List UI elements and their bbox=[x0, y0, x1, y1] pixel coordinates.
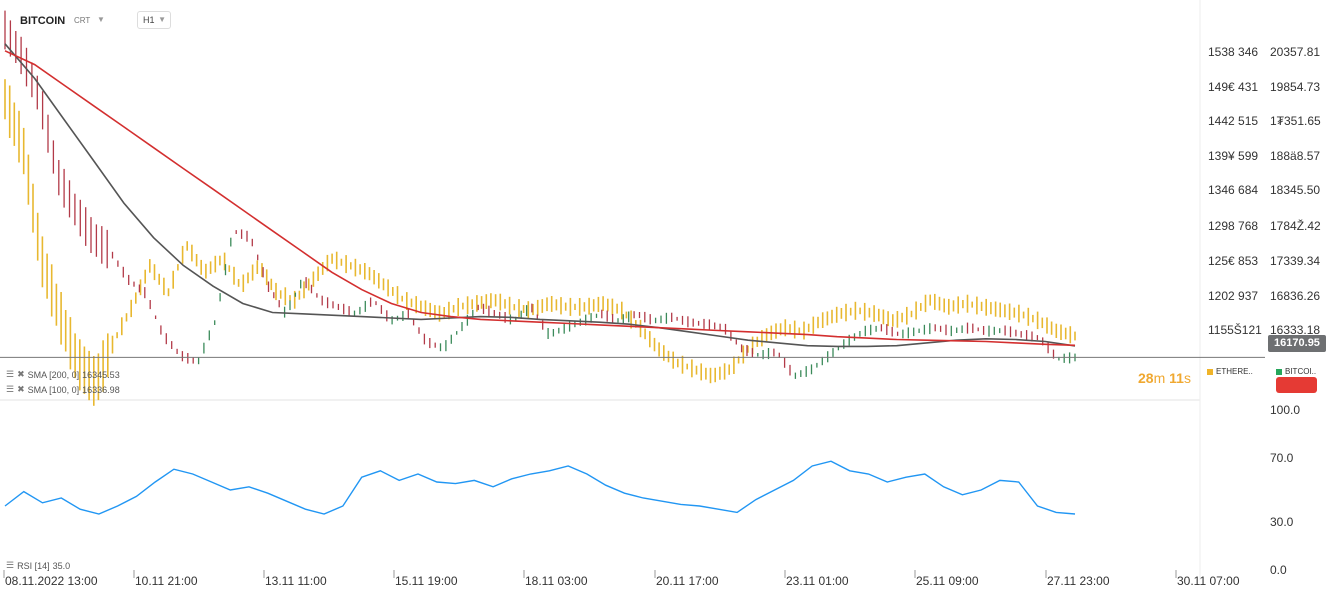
y-right-tick-label: 17339.34 bbox=[1270, 254, 1320, 268]
legend-swatch bbox=[1207, 368, 1213, 375]
x-tick-label: 18.11 03:00 bbox=[525, 574, 588, 588]
timer-seconds: 11 bbox=[1169, 370, 1184, 386]
chart-type-label[interactable]: CRT bbox=[74, 16, 91, 25]
close-icon[interactable]: ✖ bbox=[17, 384, 25, 394]
timer-minutes: 28 bbox=[1138, 370, 1154, 386]
y-left-tick-label: 1346 684 bbox=[1208, 183, 1258, 197]
legend-swatch bbox=[1276, 368, 1282, 375]
sell-button[interactable] bbox=[1276, 377, 1317, 393]
sma200-line bbox=[4, 50, 1076, 347]
rsi-line bbox=[4, 460, 1076, 515]
rsi-value: 35.0 bbox=[52, 560, 71, 571]
y-left-tick-label: 1442 515 bbox=[1208, 114, 1258, 128]
candle-timer: 28m 11s bbox=[1138, 370, 1191, 386]
x-tick-label: 30.11 07:00 bbox=[1177, 574, 1240, 588]
x-tick-label: 10.11 21:00 bbox=[135, 574, 198, 588]
legend-item-ethereum[interactable]: ETHERE.. bbox=[1207, 367, 1253, 376]
y-right-tick-label: 19854.73 bbox=[1270, 80, 1320, 94]
rsi-label: RSI [14] bbox=[17, 560, 50, 571]
x-tick-label: 20.11 17:00 bbox=[656, 574, 719, 588]
y-left-tick-label: 1298 768 bbox=[1208, 219, 1258, 233]
menu-icon[interactable]: ☰ bbox=[6, 560, 15, 570]
menu-icon[interactable]: ☰ bbox=[6, 384, 15, 394]
y-left-tick-label: 125€ 853 bbox=[1208, 254, 1258, 268]
timer-minutes-unit: m bbox=[1153, 370, 1166, 386]
sma100-legend: ☰ ✖ SMA [100, 0] 16336.98 bbox=[6, 384, 120, 395]
legend-label: ETHERE.. bbox=[1216, 367, 1253, 376]
x-tick-label: 25.11 09:00 bbox=[916, 574, 979, 588]
y-left-tick-label: 1538 346 bbox=[1208, 45, 1258, 59]
chart-header: BITCOIN CRT ▼ H1 ▼ bbox=[0, 0, 1200, 40]
y-right-tick-label: 16333.18 bbox=[1270, 323, 1320, 337]
rsi-legend: ☰ RSI [14] 35.0 bbox=[6, 560, 70, 571]
sma100-line bbox=[4, 43, 1076, 348]
menu-icon[interactable]: ☰ bbox=[6, 369, 15, 379]
legend-item-bitcoin[interactable]: BITCOI.. bbox=[1276, 367, 1316, 376]
close-icon[interactable]: ✖ bbox=[17, 369, 25, 379]
y-left-tick-label: 1202 937 bbox=[1208, 289, 1258, 303]
axes: 1538 346 149€ 431 1442 515 139¥ 599 1346 684… bbox=[3, 45, 1321, 588]
y-right-tick-label: 20357.81 bbox=[1270, 45, 1320, 59]
y-right-tick-label: 1784Ž.42 bbox=[1270, 218, 1321, 233]
sma200-value: 16345.53 bbox=[82, 369, 120, 380]
x-tick-label: 27.11 23:00 bbox=[1047, 574, 1110, 588]
rsi-tick-label: 0.0 bbox=[1270, 563, 1287, 577]
interval-selector[interactable]: H1 ▼ bbox=[137, 11, 171, 29]
last-price-badge: 16170.95 bbox=[1268, 335, 1326, 352]
chevron-down-icon[interactable]: ▼ bbox=[97, 15, 105, 24]
y-right-tick-label: 1₮351.65 bbox=[1270, 114, 1321, 128]
y-left-tick-label: 1155Š121 bbox=[1208, 322, 1262, 337]
sma100-label: SMA [100, 0] bbox=[27, 384, 80, 395]
legend-label: BITCOI.. bbox=[1285, 367, 1317, 376]
chevron-down-icon: ▼ bbox=[158, 15, 166, 24]
interval-value: H1 bbox=[143, 15, 155, 25]
x-tick-label: 08.11.2022 13:00 bbox=[5, 574, 98, 588]
timer-seconds-unit: s bbox=[1183, 370, 1191, 386]
y-right-tick-label: 16836.26 bbox=[1270, 289, 1320, 303]
sma100-value: 16336.98 bbox=[82, 384, 120, 395]
price-plot bbox=[0, 10, 1265, 406]
x-tick-label: 23.11 01:00 bbox=[786, 574, 849, 588]
x-tick-label: 15.11 19:00 bbox=[395, 574, 458, 588]
sma200-legend: ☰ ✖ SMA [200, 0] 16345.53 bbox=[6, 369, 120, 380]
rsi-tick-label: 30.0 bbox=[1270, 515, 1294, 529]
y-left-tick-label: 139¥ 599 bbox=[1208, 149, 1258, 163]
sma200-label: SMA [200, 0] bbox=[27, 369, 80, 380]
y-right-tick-label: 188ä8.57 bbox=[1270, 149, 1320, 163]
symbol-title[interactable]: BITCOIN bbox=[20, 15, 66, 27]
y-right-tick-label: 18345.50 bbox=[1270, 183, 1320, 197]
rsi-plot bbox=[4, 460, 1076, 515]
y-left-tick-label: 149€ 431 bbox=[1208, 80, 1258, 94]
rsi-tick-label: 70.0 bbox=[1270, 451, 1294, 465]
rsi-tick-label: 100.0 bbox=[1270, 403, 1300, 417]
x-tick-label: 13.11 11:00 bbox=[265, 574, 327, 588]
